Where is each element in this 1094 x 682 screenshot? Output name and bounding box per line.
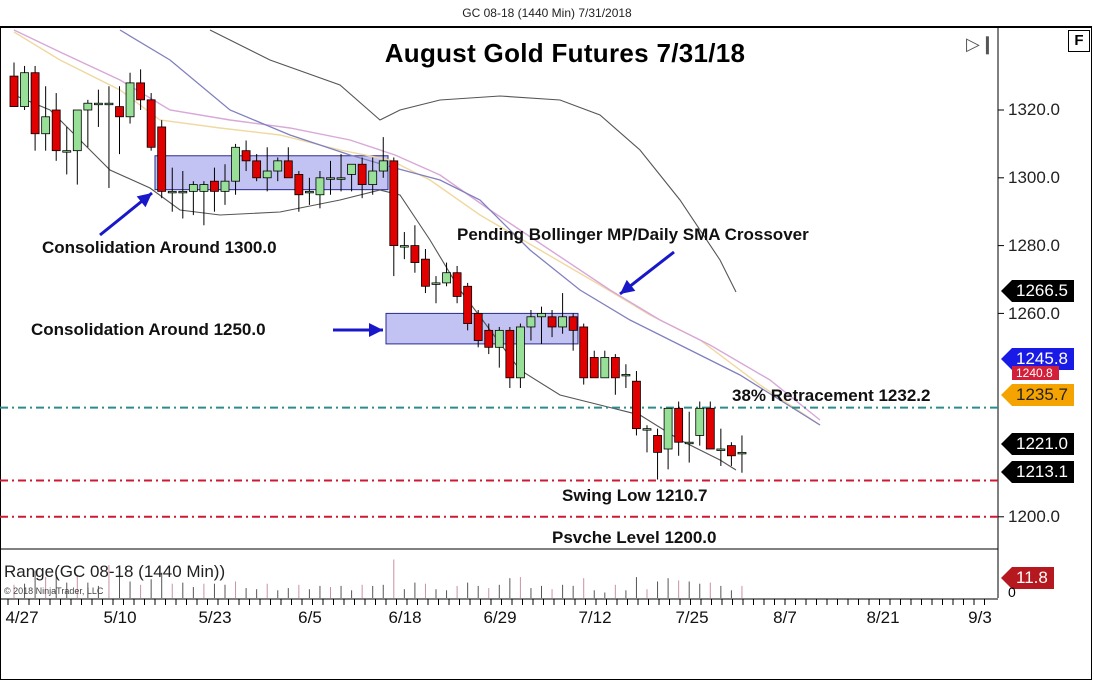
x-tick: 8/7	[773, 608, 797, 627]
copyright: © 2018 NinjaTrader, LLC	[4, 586, 104, 596]
y-tick-1260: 1260.0	[1008, 304, 1060, 323]
price-marker-1245: 1245.8	[1001, 348, 1074, 370]
price-marker-1221: 1221.0	[1001, 433, 1074, 455]
price-marker-1235: 1235.7	[1001, 384, 1074, 406]
f-button[interactable]: F	[1068, 30, 1090, 52]
annotation-consolidation-1300: Consolidation Around 1300.0	[42, 238, 277, 257]
chart-caption: GC 08-18 (1440 Min) 7/31/2018	[462, 6, 632, 20]
price-marker-1266: 1266.5	[1001, 280, 1074, 302]
range-indicator-label: Range(GC 08-18 (1440 Min))	[4, 562, 226, 581]
annotation-bollinger-crossover: Pending Bollinger MP/Daily SMA Crossover	[457, 225, 809, 244]
x-tick: 6/29	[483, 608, 517, 627]
x-tick: 8/21	[866, 608, 900, 627]
price-marker-1213: 1213.1	[1001, 461, 1074, 483]
x-tick: 6/18	[388, 608, 422, 627]
chart-frame	[0, 26, 1092, 680]
skip-to-end-icon[interactable]: ▷❙	[966, 34, 995, 54]
y-tick-1300: 1300.0	[1008, 168, 1060, 187]
x-tick: 5/23	[198, 608, 232, 627]
x-tick: 9/3	[968, 608, 992, 627]
x-tick: 5/10	[103, 608, 137, 627]
annotation-consolidation-1250: Consolidation Around 1250.0	[31, 320, 266, 339]
y-tick-1280: 1280.0	[1008, 236, 1060, 255]
range-value-marker: 11.8	[1001, 567, 1054, 589]
annotation-swing-low: Swing Low 1210.7	[562, 486, 708, 505]
x-tick: 7/12	[578, 608, 612, 627]
annotation-psyche-level: Psvche Level 1200.0	[552, 528, 717, 547]
y-tick-1320: 1320.0	[1008, 100, 1060, 119]
range-zero-tick: 0	[1008, 584, 1016, 600]
x-tick: 4/27	[5, 608, 39, 627]
x-tick: 7/25	[675, 608, 709, 627]
x-tick: 6/5	[298, 608, 322, 627]
price-marker-1240: 1240.8	[1012, 366, 1059, 380]
annotation-38-retracement: 38% Retracement 1232.2	[732, 386, 931, 405]
chart-title: August Gold Futures 7/31/18	[384, 38, 746, 68]
y-tick-1200: 1200.0	[1008, 507, 1060, 526]
